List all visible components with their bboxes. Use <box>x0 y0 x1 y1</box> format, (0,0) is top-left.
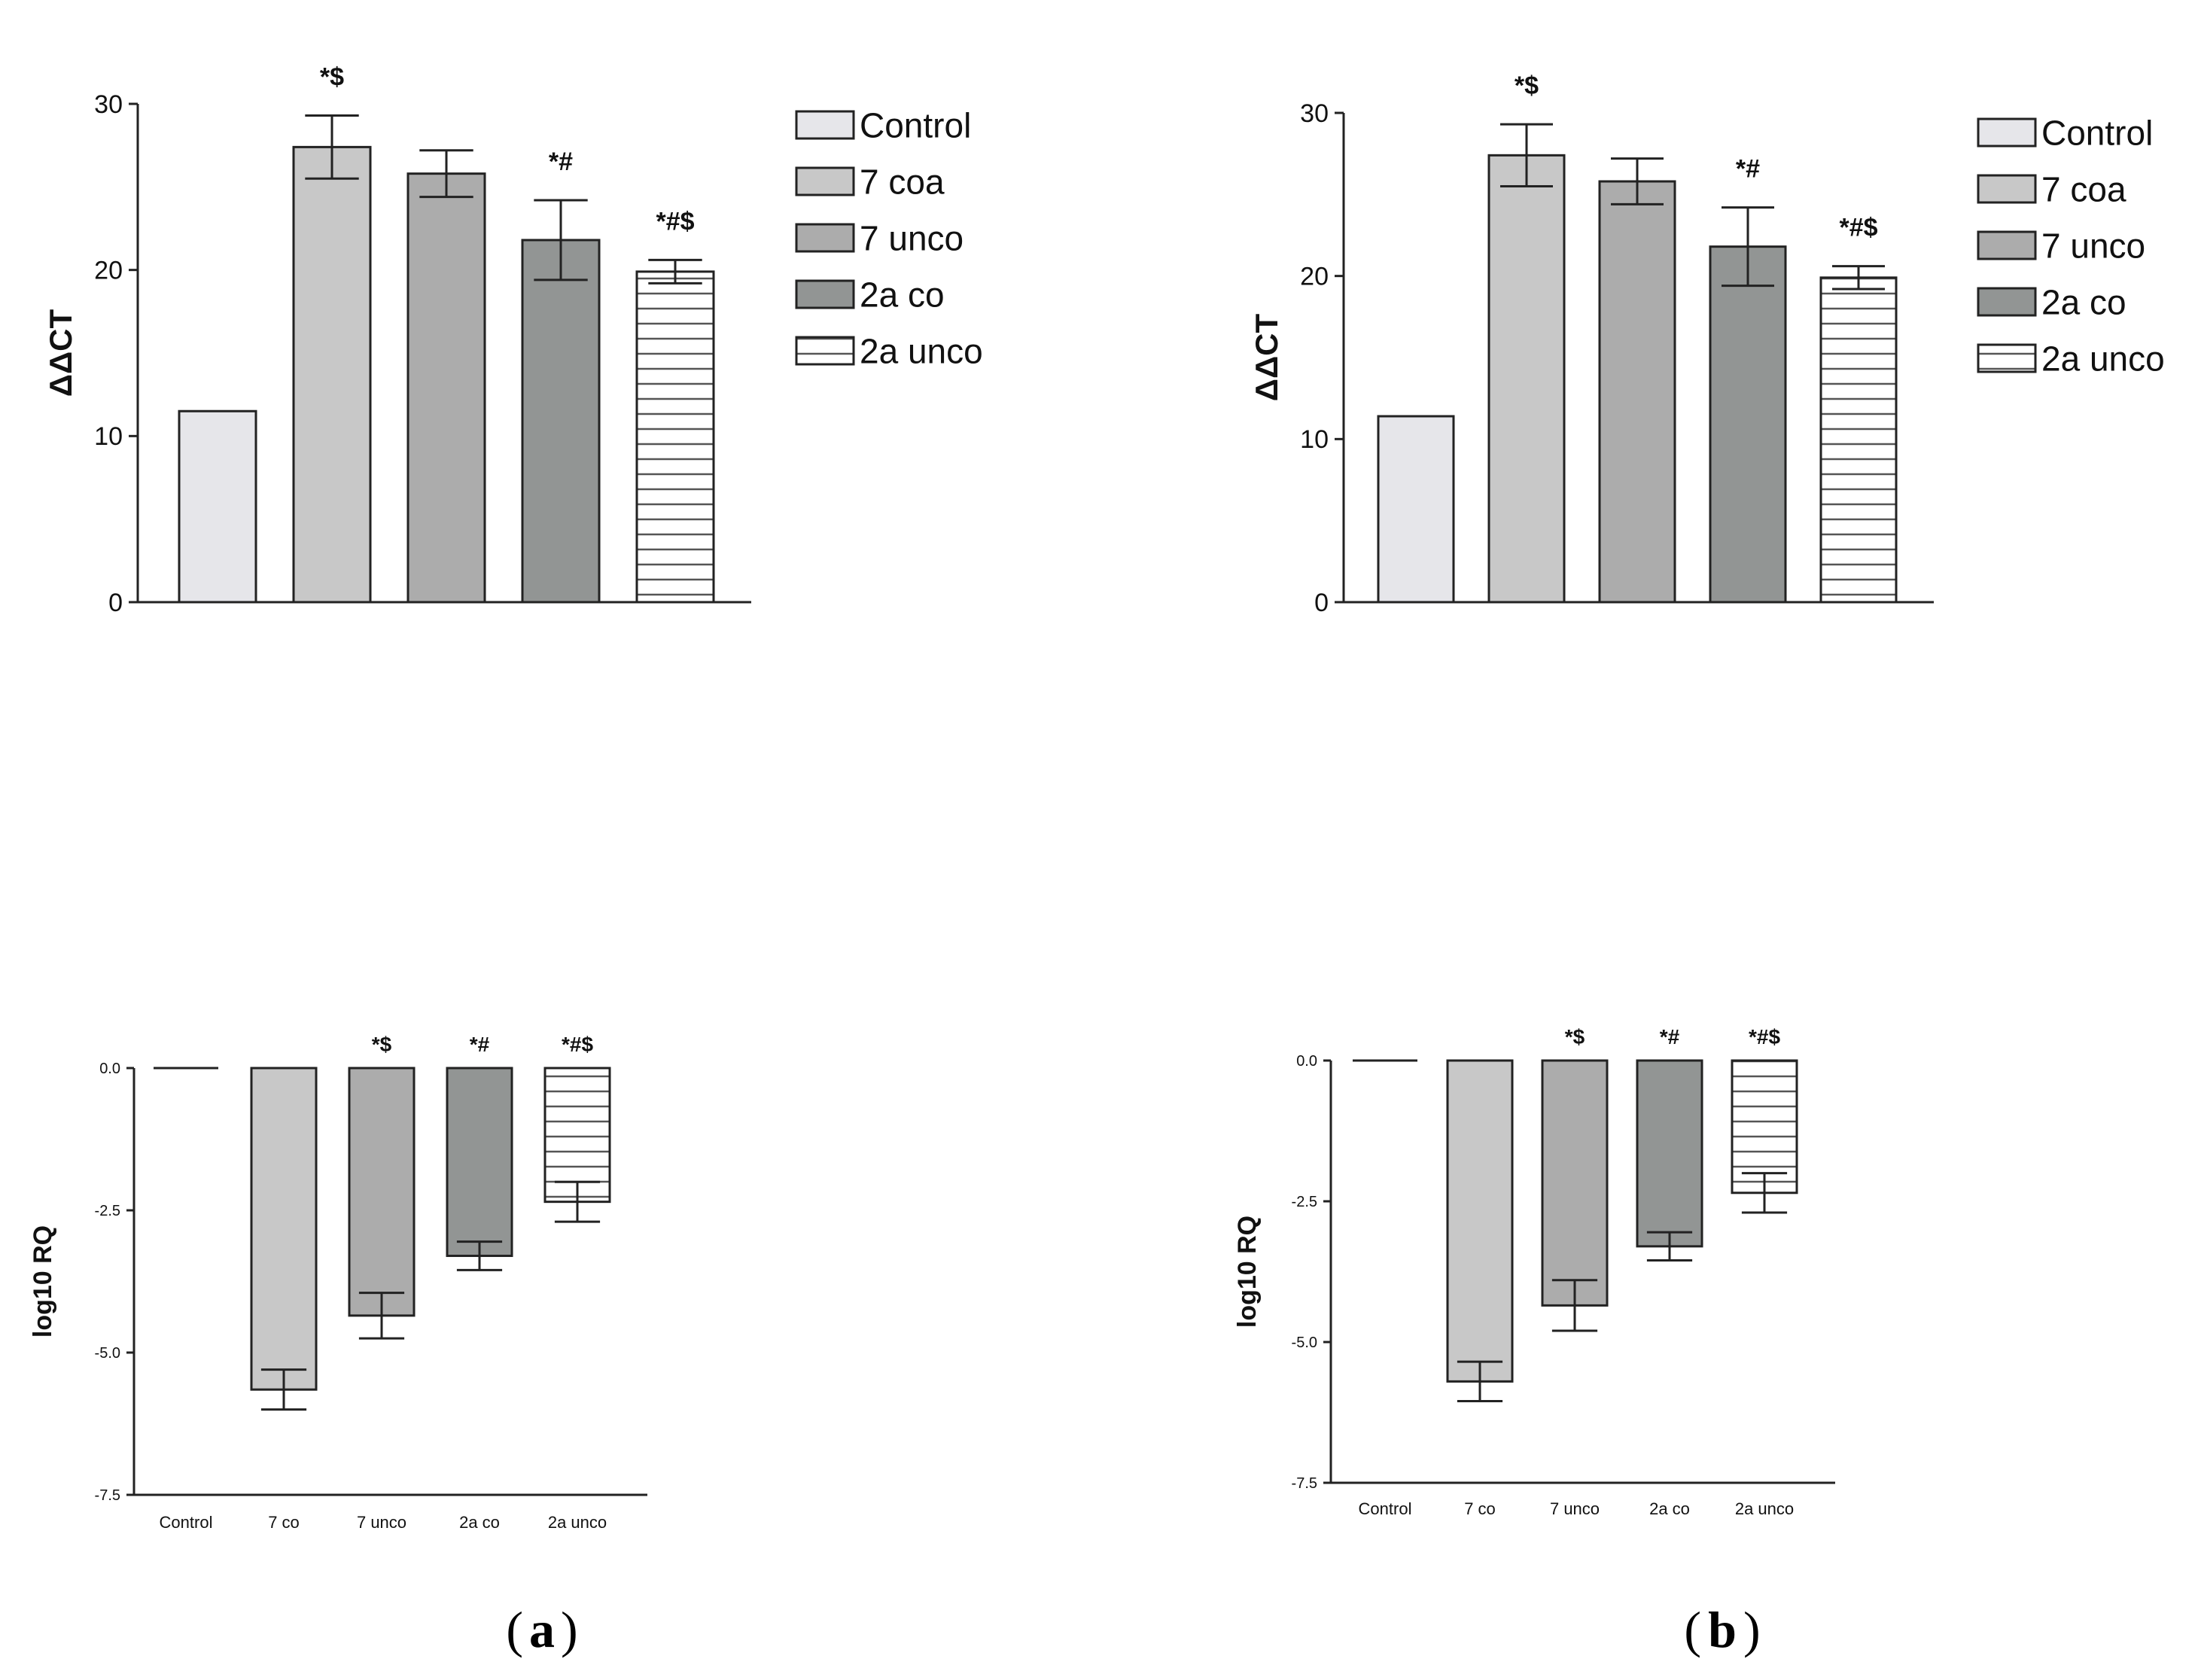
y-tick-label: 10 <box>1300 425 1329 454</box>
y-axis-label: log10 RQ <box>1233 1216 1262 1328</box>
panel-label-b-close-paren: ) <box>1743 1601 1761 1658</box>
chart-b-bottom: -7.5 -5.0 -2.5 0.0 log10 RQ Control 7 co *$ 7 un… <box>1233 1025 1835 1518</box>
significance-label: *$ <box>372 1033 392 1056</box>
category-label: 2a co <box>1649 1499 1690 1518</box>
bar <box>178 409 257 604</box>
legend-swatch <box>1977 174 2037 204</box>
y-tick-label: 10 <box>94 422 123 451</box>
legend-label: 2a co <box>2041 283 2126 322</box>
y-tick-label: -5.0 <box>1292 1335 1317 1351</box>
category-label: 7 co <box>268 1513 300 1532</box>
significance-label: *# <box>1660 1025 1680 1048</box>
significance-label: *$ <box>1565 1025 1585 1048</box>
y-tick-label: -5.0 <box>95 1345 120 1362</box>
category-label: 2a unco <box>548 1513 607 1532</box>
y-tick-label: 20 <box>94 257 123 285</box>
legend-swatch <box>795 223 855 253</box>
bar <box>250 1067 318 1391</box>
bar <box>1541 1059 1609 1307</box>
panel-label-b-letter: b <box>1708 1601 1737 1658</box>
y-tick-label: 20 <box>1300 263 1329 291</box>
y-tick-label: 30 <box>1300 99 1329 128</box>
chart-a-bottom: -7.5 -5.0 -2.5 0.0 log10 RQ Control 7 co *$ 7 un… <box>29 1033 647 1532</box>
y-tick-label: 0 <box>108 589 123 617</box>
legend-swatch <box>1977 230 2037 260</box>
legend-swatch <box>1977 343 2037 373</box>
category-label: 7 unco <box>357 1513 406 1532</box>
bar <box>292 145 372 604</box>
category-label: Control <box>1359 1499 1412 1518</box>
legend-label: 2a co <box>860 275 945 315</box>
y-tick-label: 30 <box>94 90 123 119</box>
category-label: 2a unco <box>1735 1499 1794 1518</box>
chart-a-top: 0 10 20 30 ΔΔCT *$ *# *#$ Control 7 coa 7 unco 2a c… <box>43 62 983 616</box>
y-tick-label: -7.5 <box>95 1487 120 1504</box>
legend-swatch <box>795 336 855 366</box>
legend-label: Control <box>2041 114 2153 153</box>
legend-swatch <box>795 279 855 309</box>
panel-label-b: ( b ) <box>1684 1601 1760 1658</box>
y-axis-label: ΔΔCT <box>1249 313 1284 401</box>
y-tick-label: -7.5 <box>1292 1475 1317 1492</box>
legend-swatch <box>795 110 855 140</box>
significance-label: *#$ <box>1839 214 1877 242</box>
bar <box>446 1067 513 1257</box>
y-axis-label: log10 RQ <box>29 1225 57 1338</box>
significance-label: *# <box>1736 155 1760 184</box>
y-tick-label: -2.5 <box>95 1203 120 1219</box>
bar <box>1731 1059 1798 1195</box>
panel-label-a: ( a ) <box>506 1601 577 1658</box>
y-tick-label: 0 <box>1314 589 1329 617</box>
bar <box>1446 1059 1514 1383</box>
significance-label: *#$ <box>1749 1025 1780 1048</box>
significance-label: *$ <box>320 62 344 91</box>
category-label: 7 unco <box>1550 1499 1600 1518</box>
bar <box>1709 245 1787 604</box>
significance-label: *#$ <box>562 1033 593 1056</box>
y-tick-label: 0.0 <box>1296 1053 1317 1070</box>
panel-label-b-open-paren: ( <box>1684 1601 1701 1658</box>
bar <box>635 270 715 604</box>
y-tick-label: 0.0 <box>99 1061 120 1077</box>
category-label: 2a co <box>459 1513 500 1532</box>
bar <box>348 1067 416 1317</box>
panel-label-a-open-paren: ( <box>506 1601 523 1658</box>
bar <box>1636 1059 1703 1248</box>
significance-label: *$ <box>1515 72 1539 100</box>
category-label: Control <box>160 1513 213 1532</box>
chart-b-top: 0 10 20 30 ΔΔCT *$ *# *#$ Control 7 coa 7 unco 2a c… <box>1249 72 2165 617</box>
significance-label: *#$ <box>656 207 694 236</box>
bar <box>406 172 486 604</box>
significance-label: *# <box>470 1033 490 1056</box>
legend-label: 7 unco <box>2041 227 2145 266</box>
panel-label-a-close-paren: ) <box>561 1601 578 1658</box>
significance-label: *# <box>549 148 573 176</box>
y-tick-label: -2.5 <box>1292 1194 1317 1210</box>
bar <box>1819 276 1898 604</box>
y-axis-label: ΔΔCT <box>43 309 78 397</box>
legend-swatch <box>1977 117 2037 148</box>
category-label: 7 co <box>1464 1499 1496 1518</box>
legend-label: 7 unco <box>860 219 964 258</box>
legend-swatch <box>795 166 855 196</box>
legend-swatch <box>1977 287 2037 317</box>
bar <box>1487 154 1566 604</box>
legend-label: Control <box>860 106 971 145</box>
bar <box>1377 415 1455 604</box>
legend-label: 2a unco <box>860 332 983 371</box>
legend-label: 7 coa <box>2041 170 2126 209</box>
panel-label-a-letter: a <box>529 1601 555 1658</box>
legend-label: 7 coa <box>860 163 945 202</box>
legend-label: 2a unco <box>2041 339 2165 379</box>
bar <box>1598 180 1676 604</box>
bar <box>521 239 601 604</box>
